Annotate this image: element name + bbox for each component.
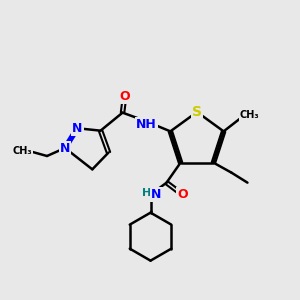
Text: H: H bbox=[142, 188, 151, 198]
Text: O: O bbox=[119, 90, 130, 103]
Text: NH: NH bbox=[136, 118, 157, 131]
Text: CH₃: CH₃ bbox=[240, 110, 260, 120]
Text: O: O bbox=[177, 188, 188, 201]
Text: CH₃: CH₃ bbox=[12, 146, 32, 156]
Text: S: S bbox=[192, 105, 202, 119]
Text: N: N bbox=[152, 188, 162, 201]
Text: N: N bbox=[60, 142, 70, 154]
Text: N: N bbox=[72, 122, 82, 135]
